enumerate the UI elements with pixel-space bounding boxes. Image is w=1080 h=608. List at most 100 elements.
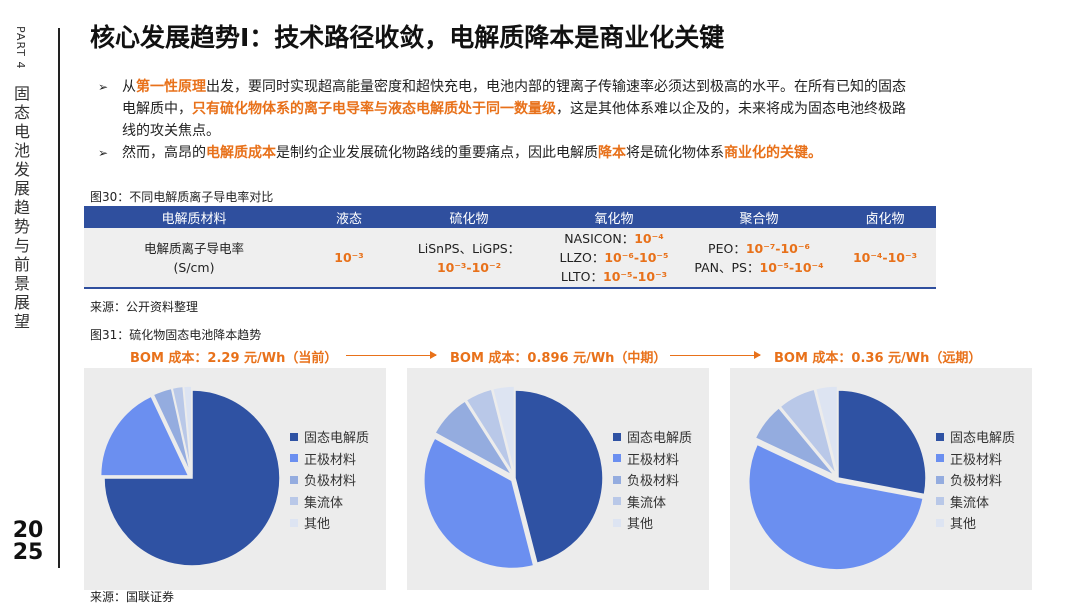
bom-label-far: BOM 成本：0.36 元/Wh（远期） [774, 351, 982, 366]
sulfide-value: 10⁻³-10⁻² [436, 259, 502, 275]
legend-item: 集流体 [290, 491, 369, 513]
oxide-value: 10⁻⁶-10⁻⁵ [604, 250, 669, 265]
polymer-name: PAN、PS： [694, 259, 760, 275]
header-cell: 电解质材料 [84, 206, 304, 228]
bullet-text: 是制约企业发展硫化物路线的重要痛点，因此电解质 [276, 145, 598, 161]
year-top: 20 [12, 518, 44, 543]
pie-chart [748, 385, 927, 571]
legend-label: 集流体 [304, 495, 344, 511]
bullet-text: 出发，要同时实现超高能量密度和超快充电，电池内部的锂离子传输速率必须达到极高的水… [122, 79, 906, 117]
header-cell: 液态 [304, 206, 394, 228]
pie-slice [814, 385, 839, 475]
legend-item: 负极材料 [936, 469, 1015, 491]
bullet-list: ➢ 从第一性原理出发，要同时实现超高能量密度和超快充电，电池内部的锂离子传输速率必… [98, 76, 918, 164]
legend-swatch [613, 475, 621, 484]
legend-label: 其他 [950, 517, 977, 533]
bullet-item: ➢ 然而，高昂的电解质成本是制约企业发展硫化物路线的重要痛点，因此电解质降本将是硫… [98, 142, 918, 164]
legend-swatch [613, 518, 621, 527]
pie-slice [837, 389, 927, 496]
legend-swatch [613, 454, 621, 463]
header-cell: 聚合物 [684, 206, 834, 228]
highlight-text: 第一性原理 [136, 79, 206, 95]
legend-item: 集流体 [936, 491, 1015, 513]
conductivity-table: 电解质材料 液态 硫化物 氧化物 聚合物 卤化物 电解质离子导电率 (S/cm)… [84, 206, 936, 289]
oxide-line: LLZO：10⁻⁶-10⁻⁵ [544, 248, 684, 267]
oxide-name: LLTO： [560, 269, 604, 284]
legend-label: 其他 [304, 517, 331, 533]
oxide-name: LLZO： [559, 250, 605, 265]
legend-item: 其他 [290, 512, 369, 534]
bom-label-current: BOM 成本：2.29 元/Wh（当前） [130, 351, 338, 366]
row-label-cell: 电解质离子导电率 (S/cm) [84, 228, 304, 289]
legend-swatch [936, 454, 944, 463]
pie-legend: 固态电解质正极材料负极材料集流体其他 [936, 426, 1015, 534]
pie-slice [103, 389, 281, 567]
bullet-arrow-icon: ➢ [98, 80, 109, 94]
pie-panel-far: 固态电解质正极材料负极材料集流体其他 [730, 368, 1032, 590]
legend-item: 固态电解质 [613, 426, 692, 448]
legend-swatch [290, 475, 298, 484]
highlight-text: 只有硫化物体系的离子电导率与液态电解质处于同一数量级 [192, 101, 556, 117]
pie-chart [99, 385, 281, 567]
year-bottom: 25 [12, 540, 44, 565]
pie-chart [423, 385, 604, 570]
table-row: 电解质离子导电率 (S/cm) 10⁻³ LiSnPS、LiGPS： 10⁻³-… [84, 228, 936, 289]
pie-slice [465, 388, 515, 475]
highlight-text: 降本 [598, 145, 626, 161]
bullet-item: ➢ 从第一性原理出发，要同时实现超高能量密度和超快充电，电池内部的锂离子传输速率必… [98, 76, 918, 142]
legend-swatch [936, 518, 944, 527]
fig30-caption: 图30：不同电解质离子导电率对比 [90, 190, 274, 204]
bom-cost-row: BOM 成本：2.29 元/Wh（当前） BOM 成本：0.896 元/Wh（中… [130, 347, 990, 366]
legend-label: 集流体 [950, 495, 990, 511]
bullet-arrow-icon: ➢ [98, 146, 109, 160]
liquid-cell: 10⁻³ [304, 228, 394, 289]
pie-legend: 固态电解质 正极材料 负极材料 集流体 其他 [613, 426, 692, 534]
legend-item: 正极材料 [936, 448, 1015, 470]
legend-swatch [936, 497, 944, 506]
pie-slice [491, 385, 516, 475]
legend-item: 固态电解质 [936, 426, 1015, 448]
arrow-right-icon [346, 351, 437, 359]
header-cell: 氧化物 [544, 206, 684, 228]
fig30-source: 来源：公开资料整理 [90, 300, 199, 314]
header-cell: 硫化物 [394, 206, 544, 228]
legend-label: 固态电解质 [304, 431, 370, 447]
pie-panel-current: 固态电解质 正极材料 负极材料 集流体 其他 [84, 368, 386, 590]
pie-slice [754, 406, 836, 477]
legend-label: 正极材料 [304, 452, 357, 468]
pie-slice [779, 388, 837, 475]
legend-label: 负极材料 [950, 474, 1003, 490]
bullet-text: ，这是其他体系难以企及的，未来将成为固态电池终极路线的攻关焦点。 [122, 101, 906, 139]
year-label: 20 25 [10, 520, 46, 564]
bom-label-mid: BOM 成本：0.896 元/Wh（中期） [450, 351, 667, 366]
legend-item: 正极材料 [290, 448, 369, 470]
legend-label: 集流体 [627, 495, 667, 511]
legend-label: 正极材料 [627, 452, 680, 468]
legend-item: 正极材料 [613, 448, 692, 470]
legend-swatch [290, 497, 298, 506]
fig31-source: 来源：国联证券 [90, 590, 175, 604]
polymer-cell: PEO：10⁻⁷-10⁻⁶ PAN、PS：10⁻⁵-10⁻⁴ [684, 228, 834, 289]
halide-cell: 10⁻⁴-10⁻³ [834, 228, 936, 289]
legend-item: 负极材料 [613, 469, 692, 491]
legend-swatch [290, 432, 298, 441]
oxide-name: NASICON： [564, 231, 635, 246]
legend-label: 正极材料 [950, 452, 1003, 468]
highlight-text: 商业化的关键。 [724, 145, 822, 161]
pie-slice [433, 399, 513, 476]
header-cell: 卤化物 [834, 206, 936, 228]
pie-slice [182, 385, 193, 475]
pie-slice [423, 437, 535, 570]
polymer-line: PEO：10⁻⁷-10⁻⁶ [684, 239, 834, 258]
legend-item: 集流体 [613, 491, 692, 513]
sulfide-cell: LiSnPS、LiGPS： 10⁻³-10⁻² [394, 228, 544, 289]
sulfide-names: LiSnPS、LiGPS： [417, 240, 521, 256]
row-unit: (S/cm) [173, 259, 215, 275]
legend-item: 其他 [936, 512, 1015, 534]
table-header-row: 电解质材料 液态 硫化物 氧化物 聚合物 卤化物 [84, 206, 936, 228]
legend-swatch [936, 475, 944, 484]
sidebar-divider [58, 28, 60, 568]
row-label: 电解质离子导电率 [143, 240, 244, 256]
legend-label: 固态电解质 [627, 431, 693, 447]
legend-swatch [290, 518, 298, 527]
